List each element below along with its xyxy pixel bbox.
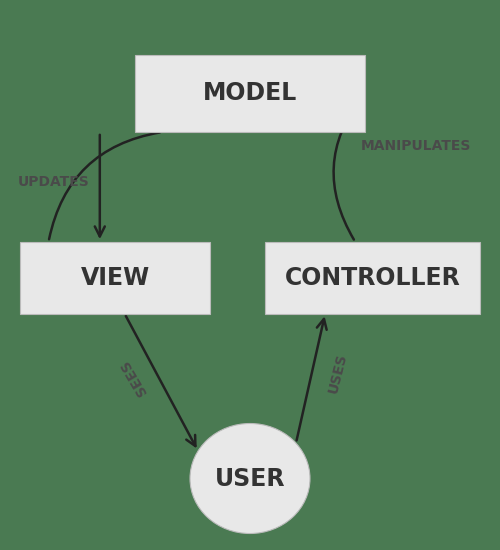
Ellipse shape	[190, 424, 310, 534]
Text: USER: USER	[215, 466, 285, 491]
Text: VIEW: VIEW	[80, 266, 150, 290]
FancyBboxPatch shape	[135, 55, 365, 132]
Text: SEES: SEES	[118, 356, 150, 397]
Text: UPDATES: UPDATES	[18, 174, 90, 189]
Text: MANIPULATES: MANIPULATES	[360, 139, 470, 153]
Text: MODEL: MODEL	[203, 81, 297, 106]
FancyBboxPatch shape	[265, 242, 480, 314]
Text: CONTROLLER: CONTROLLER	[284, 266, 461, 290]
Text: USES: USES	[326, 351, 350, 394]
FancyBboxPatch shape	[20, 242, 210, 314]
FancyArrowPatch shape	[49, 133, 160, 239]
